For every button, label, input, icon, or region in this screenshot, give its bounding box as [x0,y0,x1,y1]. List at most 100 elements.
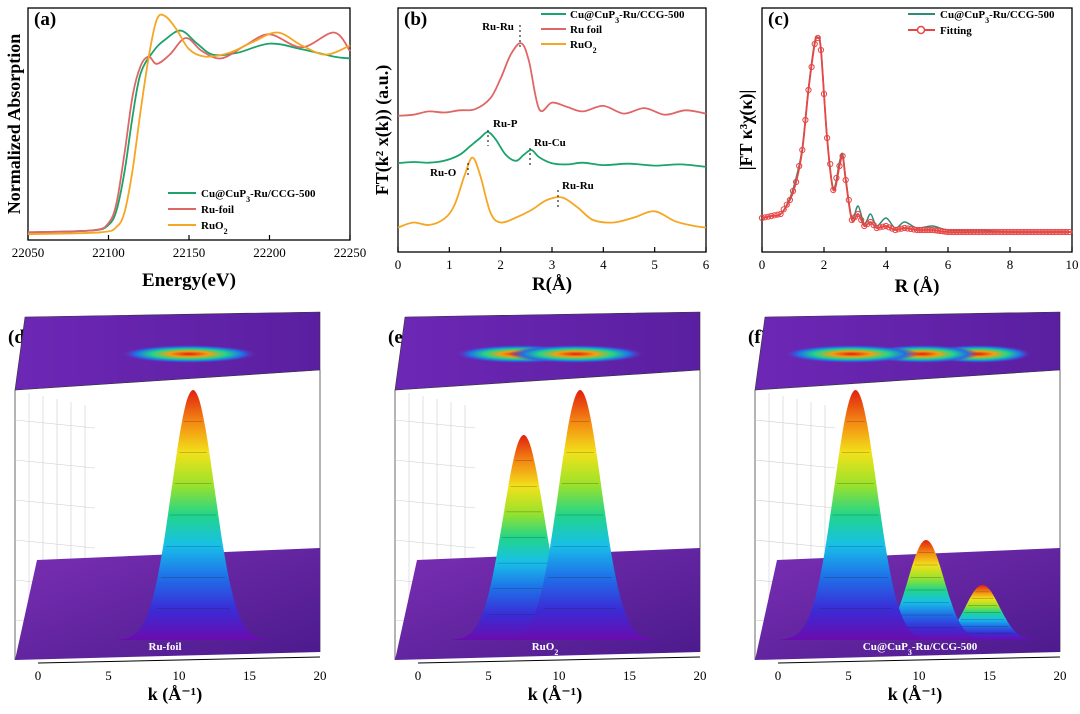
panel-c-fit-marker [879,223,887,230]
panel-a-xlabel: Energy(eV) [142,270,236,291]
panel-c-fit-marker [786,196,794,204]
panel-c-ylabel: |FT κ³χ(κ)| [736,90,757,171]
panel-b-xtick-label: 0 [395,257,402,272]
k-axis-label: k (Å⁻¹) [888,684,942,705]
panel-c-fit-marker [796,162,803,170]
panel-f: (f)0 5 10 15 20k (Å⁻¹)Cu@CuP3-Ru/CCG-500 [748,311,1067,705]
k-axis-label: k (Å⁻¹) [148,684,202,705]
panel-a-series-1-line [27,31,351,234]
panel-b-legend-entry: RuO2 [570,39,597,55]
panel-c-xlabel: R (Å) [895,276,940,297]
panel-c-fit-marker [765,213,772,220]
grid-line [754,499,836,509]
k-tick-label: 20 [694,668,707,683]
panel-c-fit-marker [889,225,896,232]
panel-a-xtick-label: 22150 [173,245,206,260]
annotation-ru-ru-oxide: Ru-Ru [562,180,594,192]
panel-c-fit-marker [904,225,911,232]
grid-line [394,419,476,429]
panel-e: (e)0 5 10 15 20k (Å⁻¹)RuO2 [388,311,707,705]
grid-line [14,459,96,469]
panel-c-fit-marker [805,86,812,94]
panel-a-legend-entry: Ru-foil [201,204,234,216]
panel-b-series-1-line [397,42,707,117]
k-tick-label: 5 [105,668,112,683]
k-tick-label: 20 [1054,668,1067,683]
panel-a-xtick-label: 22100 [92,245,125,260]
k-axis [417,656,701,664]
panel-c-fit-marker [833,174,840,182]
grid-line [394,499,476,509]
panel-c-legend-entry: Fitting [940,25,972,37]
panel-c-fit-marker [910,226,918,233]
k-tick-label: 5 [845,668,852,683]
k-tick-label: 15 [983,668,996,683]
panel-a-series-0-line [27,29,351,234]
panel-c-fit-marker [802,116,809,124]
panel-c-fit-marker [855,210,862,218]
k-tick-label: 10 [913,668,926,683]
panel-b-xtick-label: 4 [600,257,607,272]
panel-c-fit-marker [774,211,781,218]
grid-line [394,539,476,549]
k-tick-label: 15 [623,668,636,683]
k-axis-label: k (Å⁻¹) [528,684,582,705]
panel-c-xtick-label: 2 [821,257,828,272]
panel-a-series-2-line [27,13,351,236]
sample-label: Ru-foil [149,641,182,653]
sample-label: RuO2 [532,641,559,657]
panel-c-fit-marker [895,226,902,233]
panel-c-legend-entry: Cu@CuP3-Ru/CCG-500 [940,9,1055,25]
grid-line [754,459,836,469]
panel-c-fit-marker [882,222,890,230]
annotation-ru-ru-foil: Ru-Ru [482,21,514,33]
panel-b-xtick-label: 2 [497,257,504,272]
annotation-ru-o: Ru-O [430,167,457,179]
panel-b-label: (b) [404,9,427,30]
panel-b-xtick-label: 1 [446,257,453,272]
panel-c-xtick-label: 6 [945,257,952,272]
panel-b-series-2-line [397,156,707,229]
k-axis [777,656,1061,664]
annotation-ru-p: Ru-P [493,118,518,130]
panel-c-fit-marker [898,225,905,232]
k-tick-label: 0 [415,668,422,683]
panel-c-fit-marker [876,224,883,231]
k-tick-label: 0 [35,668,42,683]
annotation-ru-cu: Ru-Cu [534,137,566,149]
panel-c-series-0-line [761,35,1073,233]
heatmap-spot [121,345,257,363]
panel-a-ticks: 22050 22100 22150 22200 22250 [12,235,366,260]
panel-c-xtick-label: 4 [883,257,890,272]
panel-c-legend-marker [916,25,926,35]
panel-c-fit-marker [762,214,769,221]
panel-c-fit-marker [1063,228,1070,236]
panel-c-fit-marker [771,212,778,219]
panel-c-fit-marker [799,146,806,154]
grid-line [394,459,476,469]
panel-c-series-1-line [761,36,1072,234]
panel-b-legend-entry: Ru foil [570,24,602,36]
k-tick-label: 20 [314,668,327,683]
panel-c-xtick-label: 10 [1066,257,1079,272]
panel-c-fit-marker [864,220,871,228]
panel-c-fit-marker [839,152,846,160]
k-tick-label: 10 [553,668,566,683]
panel-c-fit-marker [892,226,899,234]
k-tick-label: 0 [775,668,782,683]
panel-c-fit-marker [842,176,849,184]
grid-line [754,419,836,429]
panel-a: (a) 22050 22100 22150 22200 22250 Energy(eV)… [4,7,366,291]
grid-line [14,419,96,429]
panel-c-fit-marker [886,224,893,231]
panel-a-frame [27,7,351,241]
panel-c-fit-marker [793,178,800,186]
grid-line [14,539,96,549]
grid-line [14,499,96,509]
panel-a-legend-entry: Cu@CuP3-Ru/CCG-500 [201,188,316,204]
heatmap-spot [508,345,644,363]
panel-c-fit-marker [777,210,784,218]
k-tick-label: 15 [243,668,256,683]
